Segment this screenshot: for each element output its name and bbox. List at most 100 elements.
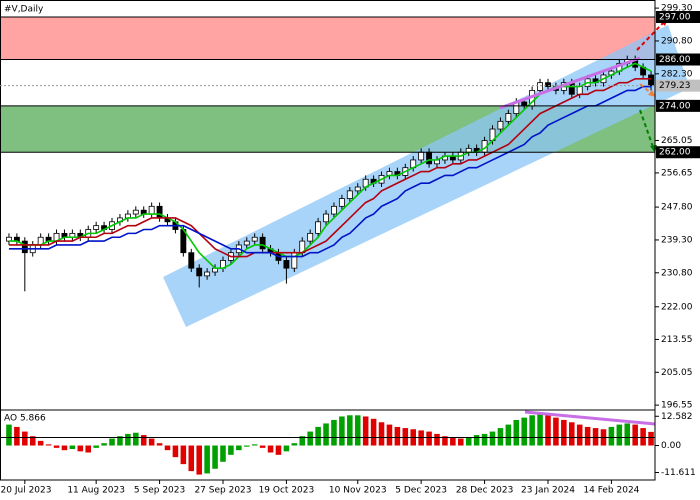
ao-bar bbox=[125, 433, 131, 446]
x-tick-label: 14 Feb 2024 bbox=[583, 486, 639, 496]
ao-bar bbox=[29, 436, 36, 446]
ao-bar bbox=[584, 426, 591, 446]
ao-bar bbox=[315, 426, 321, 446]
x-tick-label: 28 Dec 2023 bbox=[456, 486, 514, 496]
ao-bar bbox=[259, 445, 266, 448]
ao-bar bbox=[22, 431, 28, 446]
ao-frame bbox=[0, 409, 656, 481]
ao-bar bbox=[553, 417, 559, 446]
ao-bar bbox=[640, 428, 646, 446]
candle-body bbox=[331, 205, 337, 215]
ao-bar bbox=[69, 445, 76, 450]
candle-body bbox=[545, 82, 551, 87]
candle-body bbox=[204, 271, 211, 277]
ao-bar bbox=[497, 428, 504, 446]
level-label-box bbox=[656, 146, 700, 159]
candle-body bbox=[323, 213, 329, 223]
level-label: 274.00 bbox=[659, 101, 691, 111]
ao-bar bbox=[632, 424, 638, 446]
ao-bar bbox=[505, 424, 512, 446]
ao-bar bbox=[624, 423, 631, 446]
ao-bar bbox=[362, 416, 369, 446]
ao-bar bbox=[243, 445, 250, 447]
y-tick-label: 290.80 bbox=[661, 36, 693, 46]
ao-bar bbox=[576, 424, 583, 446]
ao-bar bbox=[236, 445, 242, 451]
ao-bar bbox=[648, 431, 654, 446]
candle-body bbox=[132, 209, 139, 215]
ao-bar bbox=[188, 445, 195, 472]
ao-bar bbox=[53, 445, 60, 448]
candle-body bbox=[251, 236, 258, 242]
candle-body bbox=[576, 86, 583, 95]
ao-bar bbox=[331, 419, 337, 446]
level-label-box bbox=[656, 53, 700, 66]
level-label: 297.00 bbox=[659, 13, 691, 23]
ao-bar bbox=[109, 438, 115, 446]
ao-tick-label: 12.582 bbox=[661, 412, 693, 422]
last-price-box bbox=[656, 79, 700, 92]
ao-bar bbox=[450, 437, 456, 446]
level-label-box bbox=[656, 11, 700, 24]
ao-bar bbox=[267, 445, 274, 453]
ao-bar bbox=[164, 445, 171, 451]
x-tick-label: 27 Sep 2023 bbox=[194, 486, 251, 496]
main-frame bbox=[0, 0, 656, 438]
candle-body bbox=[505, 113, 512, 122]
ao-bar bbox=[172, 445, 179, 458]
ao-bar bbox=[101, 443, 107, 446]
ao-bar bbox=[180, 445, 187, 465]
ao-bar bbox=[616, 424, 623, 446]
ao-bar bbox=[608, 426, 615, 446]
ao-bar bbox=[6, 424, 12, 446]
y-tick-label: 299.30 bbox=[661, 4, 693, 14]
ao-bar bbox=[347, 415, 353, 446]
ao-bar bbox=[465, 437, 472, 446]
ao-tick-label: 0.00 bbox=[661, 441, 681, 451]
ao-bar bbox=[275, 445, 282, 455]
ao-bar bbox=[37, 440, 44, 446]
candle-body bbox=[196, 267, 203, 277]
ao-bar bbox=[426, 431, 432, 446]
y-tick-label: 196.55 bbox=[661, 401, 693, 411]
y-tick-label: 256.65 bbox=[661, 168, 693, 178]
candle-body bbox=[307, 232, 314, 242]
ao-bar bbox=[394, 426, 401, 446]
candle-body bbox=[338, 198, 345, 207]
moving-average bbox=[8, 78, 652, 258]
ao-bar bbox=[61, 445, 68, 451]
ao-bar bbox=[323, 423, 329, 446]
ao-bar bbox=[196, 445, 202, 475]
y-tick-label: 213.55 bbox=[661, 335, 693, 345]
candle-body bbox=[188, 252, 195, 269]
x-tick-label: 10 Nov 2023 bbox=[329, 486, 387, 496]
candle-body bbox=[283, 260, 290, 269]
ao-bar bbox=[140, 435, 147, 446]
ao-bar bbox=[283, 445, 290, 452]
ao-bar bbox=[339, 416, 345, 446]
ao-bar bbox=[204, 445, 210, 474]
ao-bar bbox=[489, 431, 496, 446]
ao-tick-label: -11.611 bbox=[661, 468, 696, 478]
plot bbox=[6, 55, 654, 475]
candle-body bbox=[354, 186, 361, 192]
ao-bar bbox=[93, 445, 99, 448]
ao-bar bbox=[307, 431, 313, 446]
ao-bar bbox=[148, 438, 155, 446]
ao-bar bbox=[228, 445, 234, 455]
arrow-head bbox=[648, 90, 656, 97]
ao-bar bbox=[481, 433, 488, 446]
candle-body bbox=[156, 205, 163, 219]
candle-body bbox=[21, 240, 28, 254]
y-tick-label: 205.05 bbox=[661, 368, 693, 378]
ao-bar bbox=[291, 443, 298, 446]
x-tick-label: 11 Aug 2023 bbox=[67, 486, 125, 496]
ao-divergence-line bbox=[524, 410, 656, 426]
ao-bar bbox=[402, 428, 409, 446]
ao-bar bbox=[14, 426, 20, 446]
y-tick-label: 239.30 bbox=[661, 235, 693, 245]
ao-bar bbox=[354, 415, 361, 446]
ao-bar bbox=[370, 418, 377, 446]
x-tick-label: 23 Jan 2024 bbox=[521, 486, 575, 496]
